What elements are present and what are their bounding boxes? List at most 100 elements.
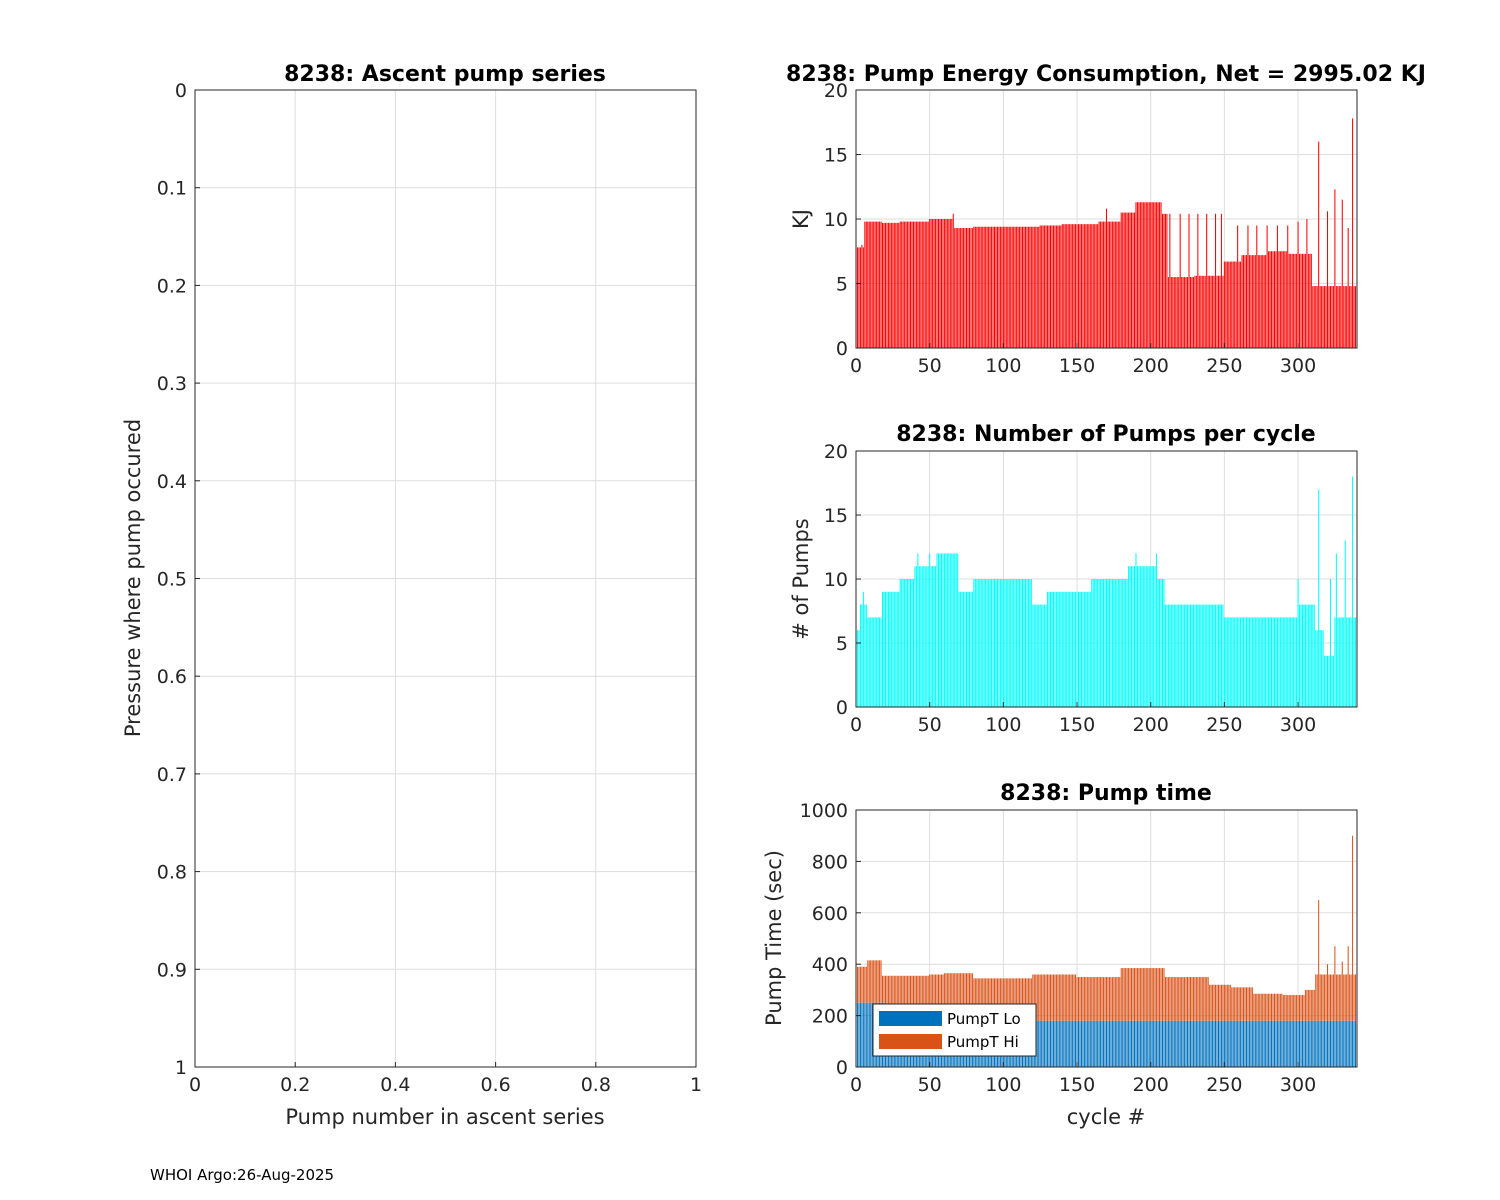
pumps-bar: [920, 566, 922, 707]
pumps-bar: [971, 591, 973, 707]
pumps-bar: [1344, 540, 1346, 707]
pumps-bar: [1010, 579, 1012, 707]
pumps-bar: [1041, 604, 1043, 707]
energy-bar: [982, 226, 984, 348]
pumpt-lo-bar: [1148, 1020, 1150, 1067]
pumps-bar: [1341, 617, 1343, 707]
pumptime-y-tick-label: 0: [836, 1057, 848, 1079]
pumpt-lo-bar: [1116, 1020, 1118, 1067]
pumpt-hi-bar: [1035, 974, 1037, 1021]
energy-bar: [968, 228, 970, 348]
pumps-bar: [1156, 553, 1158, 707]
pumps-bar: [1331, 655, 1333, 707]
pumps-bar: [883, 591, 885, 707]
pumpt-hi-bar: [1041, 974, 1043, 1021]
pumps-bar: [1072, 591, 1074, 707]
pumpt-hi-bar: [1243, 987, 1245, 1021]
pumpt-hi-bar: [1144, 968, 1146, 1021]
pumpt-hi-bar: [1181, 977, 1183, 1021]
pumpt-hi-bar: [1299, 995, 1301, 1021]
energy-x-tick-label: 50: [918, 355, 942, 377]
energy-bar: [1101, 221, 1103, 348]
pumpt-hi-bar: [939, 974, 941, 1007]
energy-bar: [1147, 202, 1149, 348]
pumps-bar: [1122, 579, 1124, 707]
energy-bar: [1269, 251, 1271, 348]
pumpt-hi-bar: [1182, 977, 1184, 1021]
pumps-bar: [1111, 579, 1113, 707]
ascent-x-tick-label: 0.6: [480, 1074, 510, 1096]
pumpt-lo-bar: [1215, 1020, 1217, 1067]
pumpt-lo-bar: [1212, 1020, 1214, 1067]
pumpt-hi-bar: [1226, 984, 1228, 1021]
energy-bar: [1291, 253, 1293, 348]
energy-bar: [1047, 225, 1049, 348]
pumptime-legend[interactable]: PumpT Lo PumpT Hi: [872, 1003, 1037, 1057]
pumpt-hi-bar: [1066, 974, 1068, 1021]
energy-bar: [1069, 224, 1071, 348]
pumps-bar: [1329, 579, 1331, 707]
pumps-bar: [1209, 604, 1211, 707]
pumpt-lo-bar: [1163, 1020, 1165, 1067]
energy-bar: [1083, 224, 1085, 348]
pumps-bar: [901, 579, 903, 707]
pumpt-lo-bar: [1051, 1020, 1053, 1067]
pumpt-hi-bar: [1036, 974, 1038, 1021]
energy-bar: [1217, 275, 1220, 348]
energy-bar: [1061, 224, 1063, 348]
pumps-bar: [904, 579, 906, 707]
pumpt-hi-bar: [1164, 977, 1166, 1021]
energy-bar: [1016, 226, 1018, 348]
energy-bar: [1318, 141, 1320, 348]
pumps-bar: [868, 617, 870, 707]
pumpt-hi-bar: [1092, 977, 1094, 1021]
pumpt-hi-bar: [1188, 977, 1190, 1021]
pumps-bar: [967, 591, 969, 707]
pumpt-lo-bar: [1064, 1020, 1066, 1067]
pumps-bar: [1088, 591, 1090, 707]
energy-bar: [964, 228, 966, 348]
pumps-bar: [1225, 617, 1227, 707]
pumpt-hi-bar: [1085, 977, 1087, 1021]
pumptime-x-tick-label: 300: [1280, 1074, 1316, 1096]
energy-bar: [1341, 199, 1343, 348]
pumps-bar: [917, 553, 919, 707]
pumpt-hi-bar: [1194, 977, 1196, 1021]
ascent-y-tick-label: 0.3: [157, 373, 187, 395]
energy-bar: [1082, 224, 1084, 348]
pumpt-lo-bar: [1344, 1020, 1346, 1067]
pumpt-hi-bar: [1073, 974, 1075, 1021]
pumps-bar: [865, 604, 867, 707]
energy-bar: [1133, 212, 1136, 348]
pumps-bar: [871, 617, 873, 707]
pumpt-lo-bar: [1082, 1020, 1084, 1067]
energy-bar: [970, 228, 972, 348]
pumpt-hi-bar: [1223, 984, 1225, 1021]
pumps-bar: [1313, 604, 1315, 707]
energy-bar: [1231, 261, 1233, 348]
energy-bar: [1066, 224, 1068, 348]
energy-bar: [952, 213, 954, 348]
energy-bar: [996, 226, 998, 348]
energy-bar: [960, 228, 962, 348]
energy-bar: [971, 228, 973, 348]
energy-bar: [1107, 221, 1109, 348]
pumps-bar: [1148, 566, 1150, 707]
pumps-bar: [1163, 579, 1165, 707]
pumpt-lo-bar: [868, 1002, 870, 1067]
energy-bar: [1276, 225, 1278, 348]
pumps-bar: [1005, 579, 1007, 707]
pumps-bar: [882, 591, 884, 707]
pumptime-x-label: cycle #: [1067, 1105, 1146, 1129]
pumps-title: 8238: Number of Pumps per cycle: [896, 422, 1315, 447]
pumps-bar: [1288, 617, 1290, 707]
pumps-bar: [1092, 579, 1094, 707]
energy-bar: [965, 228, 968, 348]
energy-bar: [870, 221, 872, 348]
pumpt-lo-bar: [1325, 1020, 1327, 1067]
pumpt-lo-bar: [1061, 1020, 1063, 1067]
pumps-bar: [1219, 604, 1221, 707]
pumpt-lo-bar: [1275, 1020, 1277, 1067]
pumps-bar: [1210, 604, 1212, 707]
pumps-bar: [1073, 591, 1075, 707]
